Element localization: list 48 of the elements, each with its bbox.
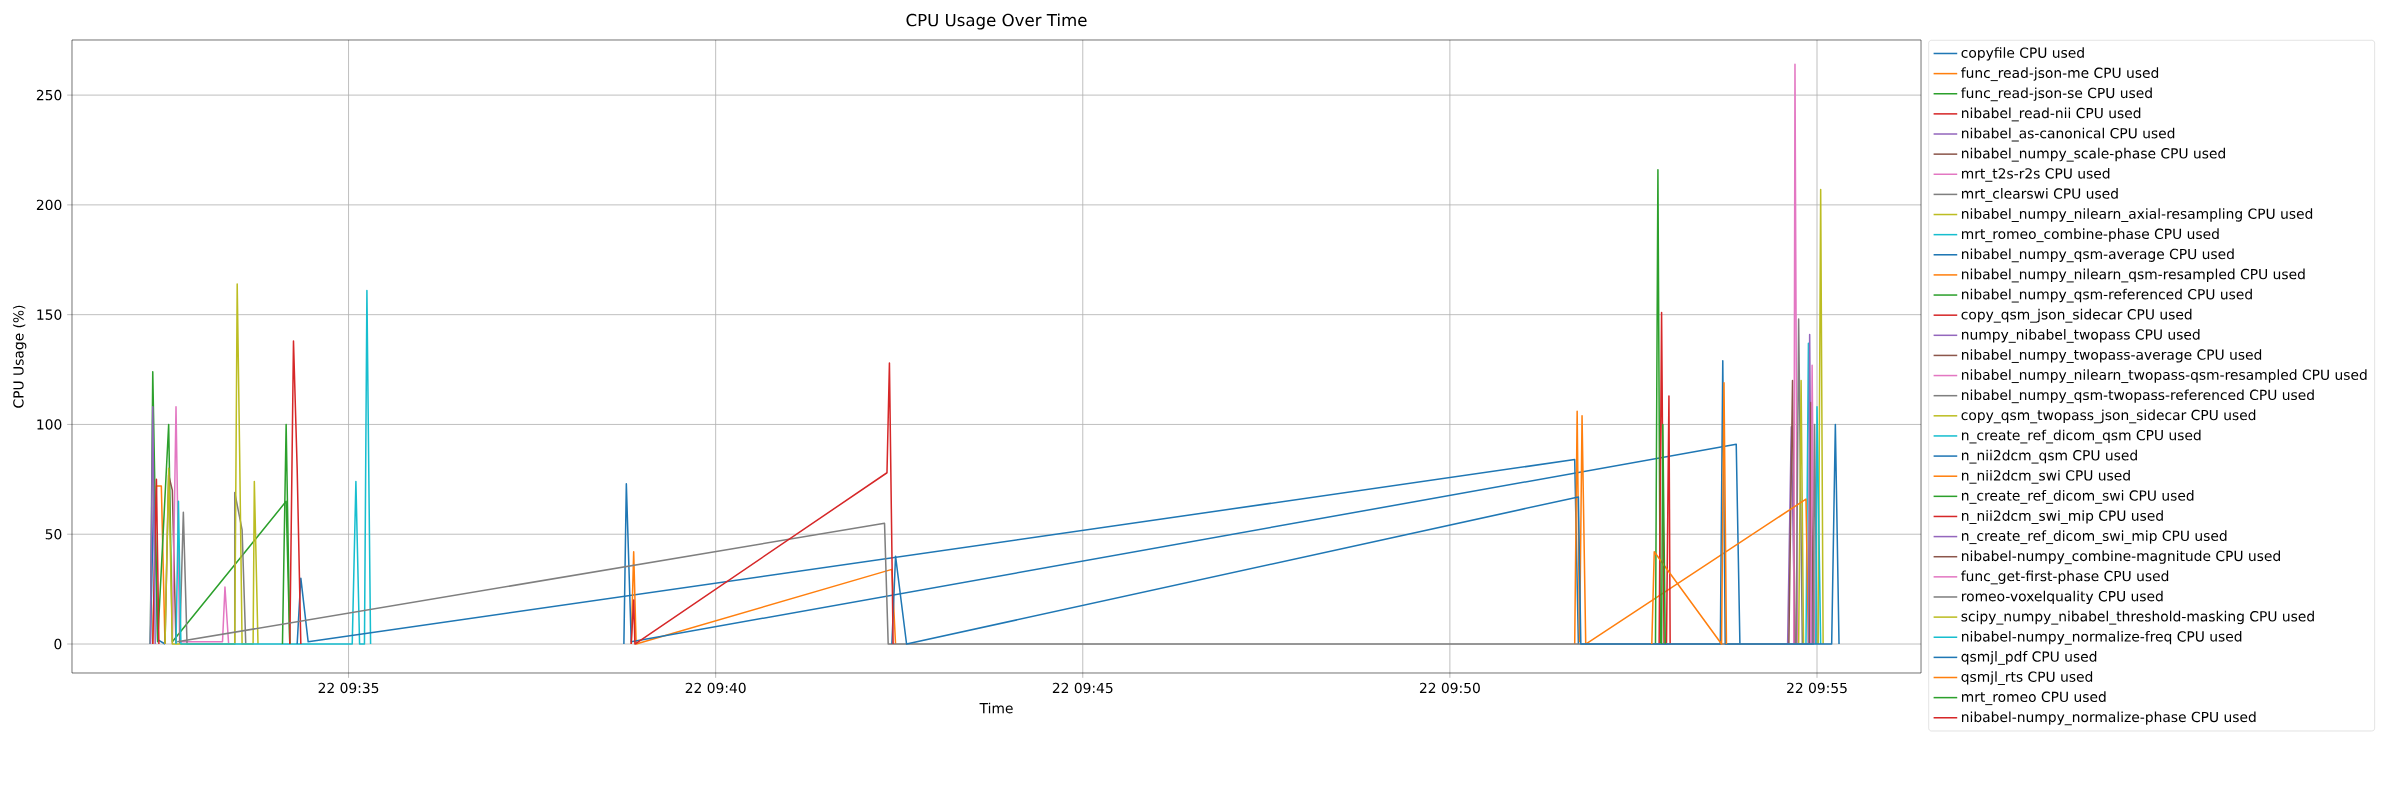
legend-label: n_create_ref_dicom_qsm CPU used — [1962, 429, 2201, 444]
x-tick-label: 22 09:50 — [1419, 682, 1480, 694]
legend-label: qsmjl_rts CPU used — [1961, 671, 2093, 685]
y-tick-label: 0 — [54, 638, 62, 650]
legend-label: func_get-first-phase CPU used — [1961, 570, 2169, 585]
legend-label: qsmjl_pdf CPU used — [1961, 651, 2097, 665]
legend-label: nibabel_as-canonical CPU used — [1962, 127, 2175, 142]
legend-label: scipy_numpy_nibabel_threshold-masking CPU used — [1961, 610, 2314, 625]
y-tick-label: 150 — [37, 309, 62, 320]
y-tick-label: 250 — [36, 89, 62, 101]
legend-label: n_nii2dcm_qsm CPU used — [1962, 449, 2137, 464]
legend-label: copyfile CPU used — [1961, 47, 2084, 61]
legend-label: copy_qsm_twopass_json_sidecar CPU used — [1961, 409, 2256, 424]
legend-label: n_create_ref_dicom_swi CPU used — [1962, 490, 2194, 504]
y-tick-label: 100 — [37, 419, 62, 430]
legend-label: func_read-json-se CPU used — [1961, 87, 2152, 102]
legend-label: mrt_romeo_combine-phase CPU used — [1962, 228, 2219, 243]
x-axis-title: Time — [979, 702, 1013, 714]
x-tick-label: 22 09:55 — [1787, 682, 1847, 694]
y-tick-label: 50 — [45, 528, 62, 540]
legend-label: nibabel_numpy_nilearn_twopass-qsm-resampled CPU used — [1962, 369, 2367, 384]
legend-label: func_read-json-me CPU used — [1961, 67, 2159, 82]
chart-title: CPU Usage Over Time — [906, 13, 1087, 30]
legend-label: n_nii2dcm_swi_mip CPU used — [1962, 510, 2163, 524]
legend-label: numpy_nibabel_twopass CPU used — [1962, 329, 2200, 343]
x-tick-label: 22 09:40 — [685, 682, 746, 694]
legend-label: romeo-voxelquality CPU used — [1962, 590, 2163, 605]
y-tick-label: 200 — [36, 199, 62, 211]
legend-label: n_create_ref_dicom_swi_mip CPU used — [1962, 530, 2227, 545]
legend-label: nibabel_numpy_scale-phase CPU used — [1962, 147, 2225, 162]
legend-label: nibabel_numpy_nilearn_axial-resampling CPU used — [1962, 208, 2313, 222]
legend-label: nibabel_numpy_nilearn_qsm-resampled CPU used — [1962, 268, 2305, 283]
x-tick-label: 22 09:35 — [318, 682, 379, 694]
legend-label: nibabel-numpy_normalize-phase CPU used — [1962, 711, 2256, 726]
legend-label: n_nii2dcm_swi CPU used — [1962, 469, 2130, 484]
legend-label: nibabel_numpy_qsm-twopass-referenced CPU used — [1962, 389, 2314, 404]
legend-label: nibabel_numpy_qsm-referenced CPU used — [1962, 288, 2252, 303]
y-axis-title: CPU Usage (%) — [12, 305, 27, 408]
x-tick-label: 22 09:45 — [1052, 682, 1113, 694]
legend-label: nibabel_numpy_qsm-average CPU used — [1962, 248, 2234, 263]
legend-label: nibabel_numpy_twopass-average CPU used — [1962, 349, 2262, 363]
legend-label: nibabel-numpy_normalize-freq CPU used — [1962, 630, 2242, 645]
legend-label: nibabel-numpy_combine-magnitude CPU used — [1962, 550, 2280, 565]
legend-label: mrt_t2s-r2s CPU used — [1962, 167, 2110, 182]
legend-label: nibabel_read-nii CPU used — [1962, 107, 2141, 122]
legend-label: mrt_clearswi CPU used — [1962, 188, 2118, 202]
legend-label: mrt_romeo CPU used — [1962, 691, 2106, 706]
legend-label: copy_qsm_json_sidecar CPU used — [1961, 308, 2192, 323]
